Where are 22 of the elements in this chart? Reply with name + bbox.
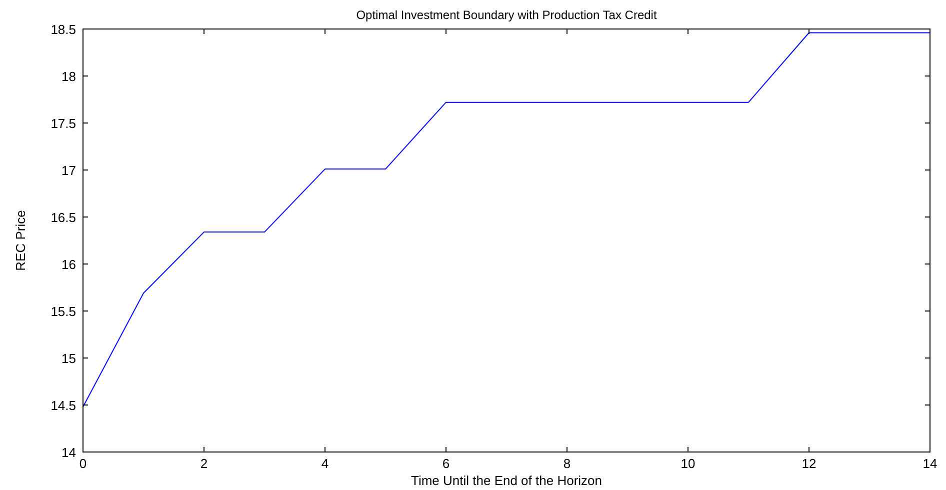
y-tick-label: 18.5 xyxy=(50,22,76,37)
x-tick-label: 10 xyxy=(680,456,696,471)
y-tick-label: 18 xyxy=(62,69,76,84)
x-tick-label: 0 xyxy=(79,456,87,471)
x-tick-label: 14 xyxy=(922,456,938,471)
y-tick-label: 14.5 xyxy=(50,398,76,413)
x-tick-label: 8 xyxy=(563,456,571,471)
x-tick-label: 2 xyxy=(200,456,208,471)
x-tick-label: 12 xyxy=(802,456,816,471)
chart-title: Optimal Investment Boundary with Production Tax Credit xyxy=(356,8,658,22)
y-tick-label: 16.5 xyxy=(50,210,76,225)
y-axis-title: REC Price xyxy=(13,210,28,271)
x-tick-label: 6 xyxy=(442,456,450,471)
y-tick-label: 17 xyxy=(62,163,76,178)
line-series xyxy=(82,32,930,408)
y-tick-label: 15 xyxy=(62,351,76,366)
y-tick-label: 17.5 xyxy=(50,116,76,131)
x-axis-title: Time Until the End of the Horizon xyxy=(411,473,602,488)
y-tick-label: 15.5 xyxy=(50,304,76,319)
y-tick-label: 14 xyxy=(62,445,76,460)
y-tick-label: 16 xyxy=(62,257,76,272)
x-tick-label: 4 xyxy=(321,456,329,471)
